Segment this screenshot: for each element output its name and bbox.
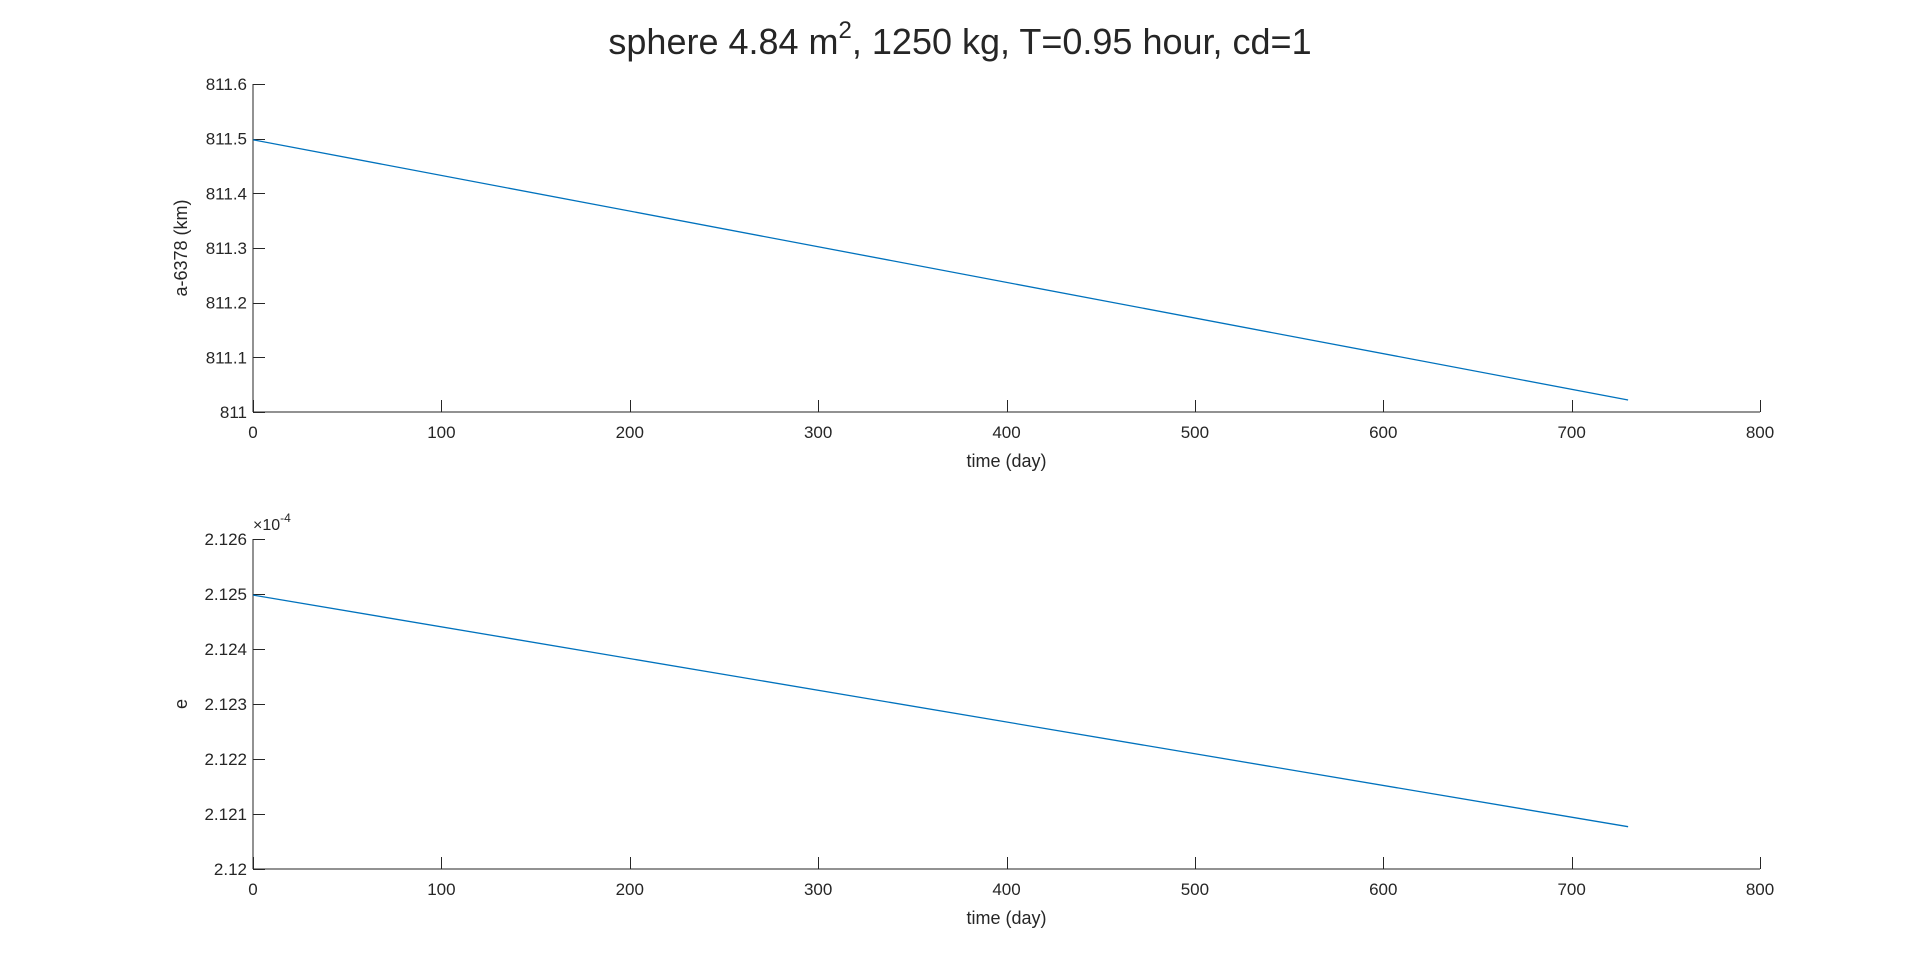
plot-0-x-tick-label: 700	[1557, 423, 1585, 442]
plot-1-x-tick-label: 700	[1557, 880, 1585, 899]
plot-top-semi-major-axis: 0 100 200 300 400 500 600 700 800 811 811.1 811.2 81…	[171, 75, 1774, 471]
plot-0-x-tick-label: 500	[1181, 423, 1209, 442]
plot-1-y-tick-label: 2.125	[204, 585, 247, 604]
plot-1-y-tick-label: 2.122	[204, 750, 247, 769]
plot-1-y-tick-label: 2.124	[204, 640, 247, 659]
plot-bottom-eccentricity: 0 100 200 300 400 500 600 700 800 2.12 2.121 2.122 2…	[171, 511, 1774, 928]
plot-1-x-axis-label: time (day)	[966, 908, 1046, 928]
plot-1-y-tick-label: 2.123	[204, 695, 247, 714]
plot-1-y-tick-label: 2.126	[204, 530, 247, 549]
plot-1-x-tick-label: 300	[804, 880, 832, 899]
figure-title: sphere 4.84 m2, 1250 kg, T=0.95 hour, cd…	[608, 17, 1311, 62]
title-superscript: 2	[839, 17, 852, 44]
plot-1-x-tick-label: 0	[248, 880, 257, 899]
plot-0-x-tick-label: 200	[616, 423, 644, 442]
plot-0-series-line-0	[252, 139, 1629, 401]
plot-0-y-tick-label: 811.5	[206, 130, 247, 149]
plot-1-y-tick-label: 2.121	[204, 805, 247, 824]
plot-0-x-tick-label: 100	[427, 423, 455, 442]
plot-0-y-tick-label: 811.3	[206, 239, 247, 258]
plot-0-x-tick-label: 0	[248, 423, 257, 442]
plot-0-x-tick-label: 400	[992, 423, 1020, 442]
plot-0-x-axis-label: time (day)	[966, 451, 1046, 471]
plot-0-x-tick-label: 800	[1746, 423, 1774, 442]
plot-0-x-tick-label: 600	[1369, 423, 1397, 442]
title-suffix: , 1250 kg, T=0.95 hour, cd=1	[852, 21, 1312, 62]
plot-1-y-tick-label: 2.12	[214, 860, 247, 879]
plot-0-y-tick-label: 811.1	[206, 348, 247, 367]
plot-1-series-line-0	[252, 594, 1629, 828]
plot-0-y-tick-label: 811.2	[206, 294, 247, 313]
plot-0-y-tick-label: 811.6	[206, 75, 247, 94]
plot-1-x-tick-label: 600	[1369, 880, 1397, 899]
plot-1-x-tick-label: 400	[992, 880, 1020, 899]
plot-1-x-tick-label: 500	[1181, 880, 1209, 899]
plot-0-y-tick-label: 811	[220, 403, 247, 422]
plot-1-x-tick-label: 800	[1746, 880, 1774, 899]
plot-0-y-axis-label: a-6378 (km)	[171, 199, 191, 296]
title-prefix: sphere 4.84 m	[608, 21, 838, 62]
plot-0-y-tick-label: 811.4	[206, 184, 247, 203]
plot-1-x-tick-label: 100	[427, 880, 455, 899]
plot-0-x-tick-label: 300	[804, 423, 832, 442]
plot-1-x-tick-label: 200	[616, 880, 644, 899]
plot-1-y-exponent-label: ×10-4	[253, 511, 291, 534]
plot-1-y-axis-label: e	[171, 699, 191, 709]
